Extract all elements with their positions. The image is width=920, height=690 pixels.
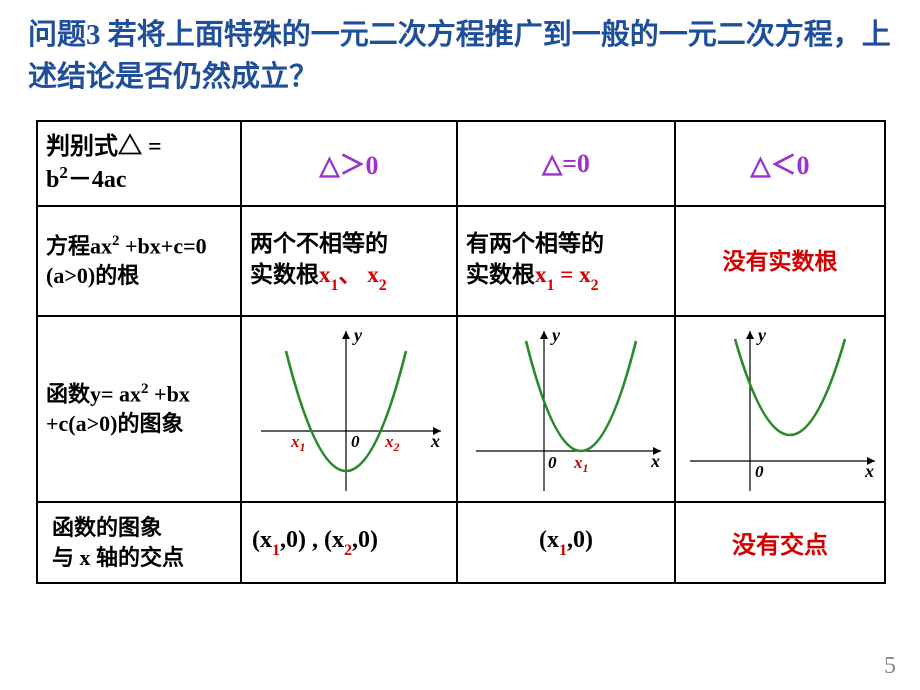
roots-eq0: 有两个相等的 实数根x1 = x2 — [457, 206, 675, 316]
svg-text:y: y — [352, 325, 363, 345]
roots-gt0: 两个不相等的 实数根x1、 x2 — [241, 206, 457, 316]
intersect-row: 函数的图象 与 x 轴的交点 (x1,0) , (x2,0) (x1,0) 没有… — [37, 502, 885, 583]
hdr-delta-positive: △＞0 — [241, 121, 457, 206]
graph-lt0: x y 0 — [675, 316, 885, 502]
svg-text:x: x — [864, 461, 874, 481]
roots-lt0: 没有实数根 — [675, 206, 885, 316]
graph-gt0: x y 0 x1 x2 — [241, 316, 457, 502]
title-text: 若将上面特殊的一元二次方程推广到一般的一元二次方程，上述结论是否仍然成立？ — [28, 19, 891, 93]
header-row: 判别式△ = b2－4ac △＞0 △=0 △＜0 — [37, 121, 885, 206]
parabola-one-root: x y 0 x1 — [466, 321, 666, 497]
hdr-delta-negative: △＜0 — [675, 121, 885, 206]
svg-text:0: 0 — [351, 432, 360, 451]
intersect-lt0: 没有交点 — [675, 502, 885, 583]
svg-text:x: x — [650, 451, 660, 471]
intersect-eq0: (x1,0) — [457, 502, 675, 583]
roots-label: 方程ax2 +bx+c=0 (a>0)的根 — [37, 206, 241, 316]
graph-label: 函数y= ax2 +bx +c(a>0)的图象 — [37, 316, 241, 502]
graph-eq0: x y 0 x1 — [457, 316, 675, 502]
svg-text:x1: x1 — [290, 432, 306, 454]
svg-text:x2: x2 — [384, 432, 400, 454]
svg-text:0: 0 — [548, 453, 557, 472]
page-number: 5 — [884, 653, 896, 680]
svg-text:y: y — [756, 325, 767, 345]
discriminant-table: 判别式△ = b2－4ac △＞0 △=0 △＜0 方程ax2 +bx+c=0 … — [36, 120, 886, 584]
roots-row: 方程ax2 +bx+c=0 (a>0)的根 两个不相等的 实数根x1、 x2 有… — [37, 206, 885, 316]
svg-text:0: 0 — [755, 462, 764, 481]
parabola-two-roots: x y 0 x1 x2 — [251, 321, 447, 497]
question-title: 问题3 若将上面特殊的一元二次方程推广到一般的一元二次方程，上述结论是否仍然成立… — [0, 0, 920, 116]
hdr-delta-zero: △=0 — [457, 121, 675, 206]
intersect-gt0: (x1,0) , (x2,0) — [241, 502, 457, 583]
svg-text:x1: x1 — [573, 453, 589, 475]
intersect-label: 函数的图象 与 x 轴的交点 — [37, 502, 241, 583]
svg-text:x: x — [430, 431, 440, 451]
parabola-no-root: x y 0 — [680, 321, 880, 497]
graph-row: 函数y= ax2 +bx +c(a>0)的图象 x y 0 x1 x2 — [37, 316, 885, 502]
svg-text:y: y — [550, 325, 561, 345]
hdr-discriminant: 判别式△ = b2－4ac — [37, 121, 241, 206]
title-prefix: 问题3 — [28, 19, 101, 51]
